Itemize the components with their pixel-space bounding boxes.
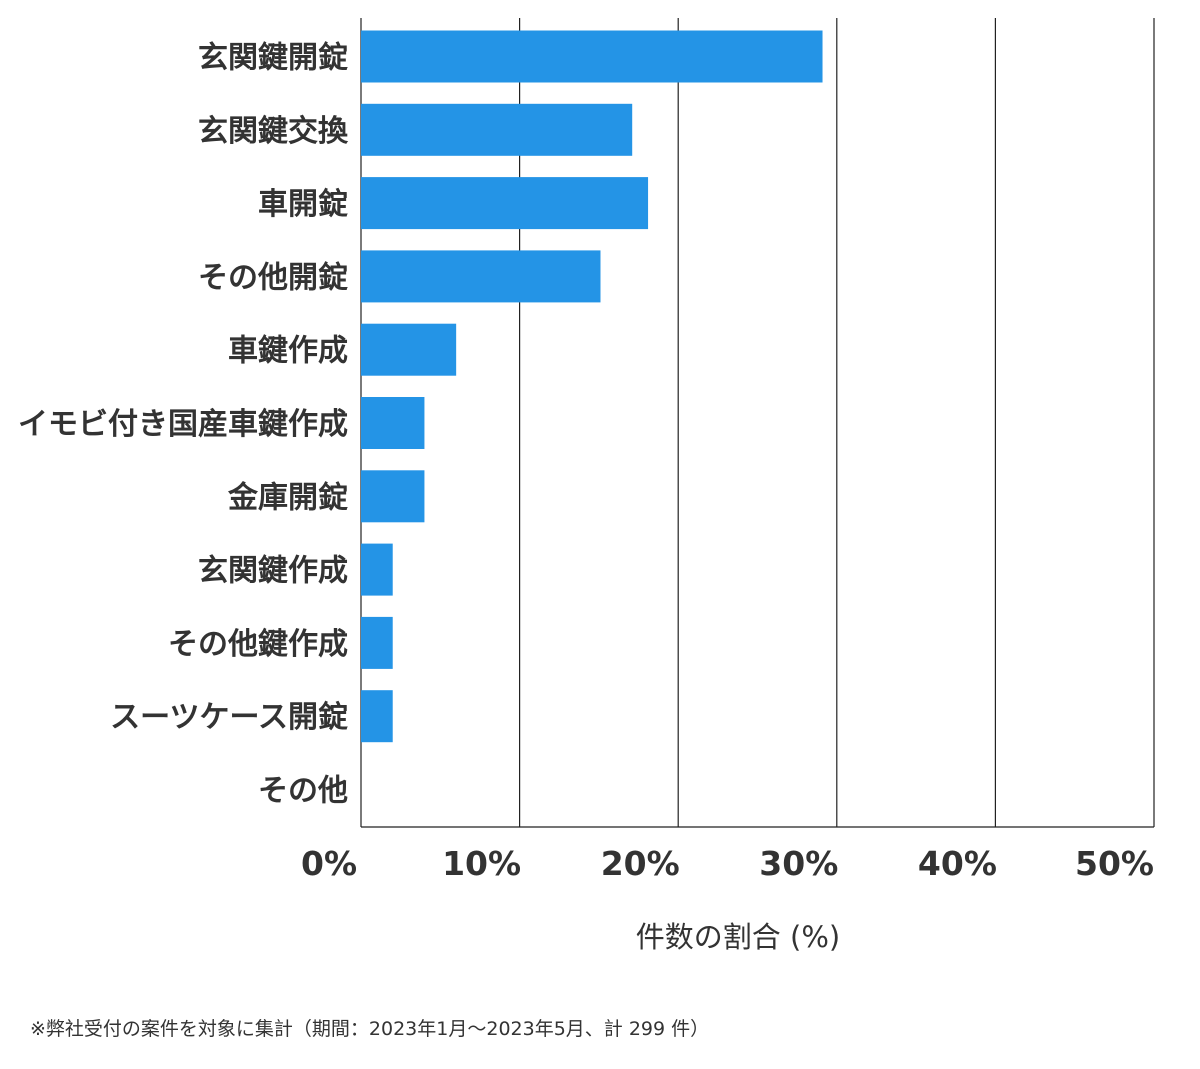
x-tick-label: 20% [601,844,680,883]
bar [361,543,393,596]
category-label: スーツケース開錠 [110,700,348,735]
x-tick-labels: 0% 10% 20% 30% 40% 50% [301,844,1154,883]
bar [361,103,633,156]
x-tick-label: 50% [1075,844,1154,883]
category-label: 玄関鍵交換 [198,114,349,149]
bar [361,323,457,376]
footnote: ※弊社受付の案件を対象に集計（期間：2023年1月～2023年5月、計 299 … [30,1018,710,1040]
category-label: 玄関鍵作成 [198,554,348,589]
category-label: その他鍵作成 [168,627,348,662]
bar [361,690,393,743]
bar [361,177,649,230]
bars [361,30,823,743]
bar [361,616,393,669]
bar-chart: 玄関鍵開錠玄関鍵交換車開錠その他開錠車鍵作成イモビ付き国産車鍵作成金庫開錠玄関鍵… [18,18,1155,954]
bar [361,250,601,303]
x-tick-label: 30% [759,844,838,883]
category-label: 金庫開錠 [227,480,348,515]
category-label: その他開錠 [198,260,348,295]
category-label: その他 [258,774,348,809]
category-label: 車開錠 [258,187,348,222]
x-tick-label: 10% [442,844,521,883]
category-label: イモビ付き国産車鍵作成 [18,407,348,442]
bar [361,397,425,449]
x-axis-title: 件数の割合 (%) [636,920,840,954]
bar [361,30,823,83]
x-tick-label: 0% [301,844,357,883]
category-label: 玄関鍵開錠 [198,41,348,76]
bar [361,470,425,523]
category-labels: 玄関鍵開錠玄関鍵交換車開錠その他開錠車鍵作成イモビ付き国産車鍵作成金庫開錠玄関鍵… [18,41,349,809]
x-tick-label: 40% [918,844,997,883]
category-label: 車鍵作成 [228,334,348,369]
